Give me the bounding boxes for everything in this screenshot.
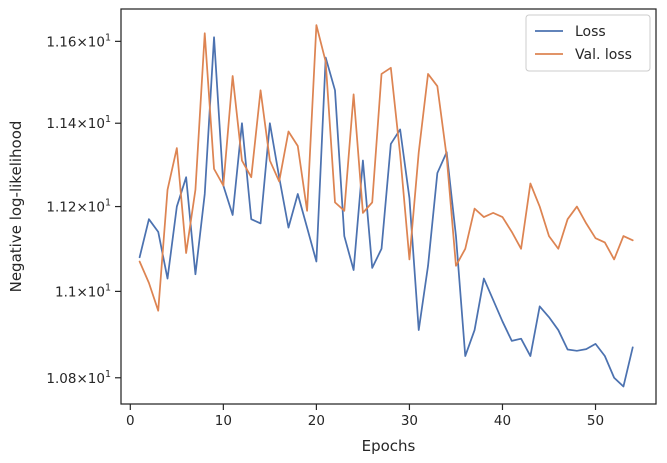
- y-tick-label-4: 1.16×101: [46, 32, 111, 50]
- legend-label-val-loss: Val. loss: [575, 47, 632, 63]
- legend-box: [525, 14, 651, 72]
- plot-lines: [138, 24, 634, 388]
- x-tick-label-30: 30: [401, 413, 418, 429]
- y-axis-label: Negative log-likelihood: [7, 121, 25, 293]
- series-line-0: [138, 36, 634, 388]
- x-axis-label: Epochs: [362, 437, 416, 455]
- y-axis-ticks: 1.08×101 1.1×101 1.12×101 1.14×101 1.16×101: [46, 32, 121, 387]
- legend-label-loss: Loss: [575, 24, 606, 40]
- x-tick-label-50: 50: [587, 413, 604, 429]
- x-tick-label-20: 20: [308, 413, 325, 429]
- y-tick-label-1: 1.1×101: [55, 282, 111, 300]
- x-tick-label-0: 0: [126, 413, 135, 429]
- series-line-1: [138, 24, 634, 312]
- x-axis-ticks: 0 10 20 30 40 50: [126, 404, 604, 429]
- x-tick-label-10: 10: [215, 413, 232, 429]
- y-tick-label-2: 1.12×101: [46, 198, 111, 216]
- plot-frame: [120, 8, 657, 405]
- y-tick-label-0: 1.08×101: [46, 369, 111, 387]
- y-tick-label-3: 1.14×101: [46, 114, 111, 132]
- x-tick-label-40: 40: [494, 413, 511, 429]
- legend: Loss Val. loss: [525, 14, 651, 72]
